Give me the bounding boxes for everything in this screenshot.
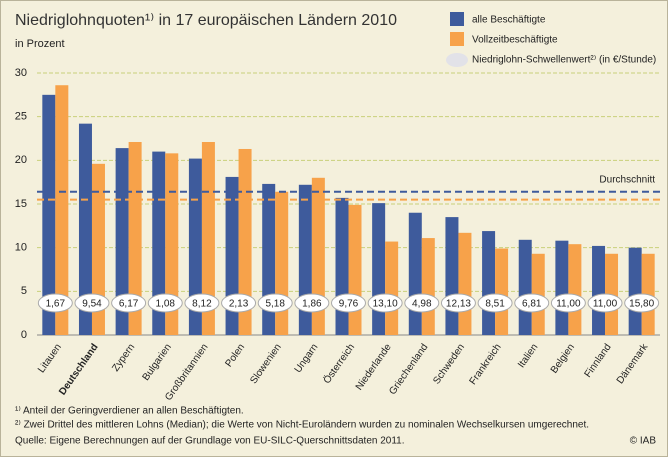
bar [238, 148, 252, 335]
bar [518, 239, 532, 335]
threshold-badge [514, 293, 550, 313]
bar [568, 244, 582, 335]
threshold-label: 11,00 [593, 299, 618, 310]
threshold-label: 6,81 [522, 299, 542, 310]
threshold-badge [550, 293, 586, 313]
bar [458, 232, 472, 335]
bar [495, 248, 509, 335]
footnote: ²⁾ Zwei Drittel des mittleren Lohns (Med… [15, 420, 589, 431]
threshold-badge [221, 293, 257, 313]
threshold-label: 9,54 [82, 299, 102, 310]
threshold-label: 2,13 [229, 299, 249, 310]
bar [201, 141, 215, 335]
bar [78, 123, 92, 335]
legend-label: Niedriglohn-Schwellenwert²⁾ (in €/Stunde… [472, 55, 656, 66]
bar [628, 247, 642, 335]
bar [152, 151, 166, 335]
legend-swatch [450, 12, 464, 26]
chart-title: Niedriglohnquoten¹⁾ in 17 europäischen L… [15, 12, 397, 29]
bar [91, 163, 105, 335]
threshold-badge [147, 293, 183, 313]
bar [555, 240, 569, 335]
legend-label: alle Beschäftigte [472, 15, 546, 26]
threshold-badge [367, 293, 403, 313]
threshold-label: 13,10 [373, 299, 398, 310]
threshold-label: 6,17 [119, 299, 139, 310]
threshold-label: 12,13 [446, 299, 471, 310]
bar [372, 203, 386, 335]
y-tick-label: 20 [15, 154, 27, 166]
y-tick-label: 10 [15, 242, 27, 254]
y-tick-label: 5 [21, 285, 27, 297]
copyright: © IAB [630, 436, 657, 447]
bar [482, 231, 496, 335]
threshold-label: 4,98 [412, 299, 432, 310]
bar [275, 191, 289, 335]
threshold-badge [74, 293, 110, 313]
chart-subtitle: in Prozent [15, 38, 65, 50]
bar [128, 141, 142, 335]
bar [335, 197, 349, 335]
bar [421, 238, 435, 335]
threshold-badge [294, 293, 330, 313]
bar [115, 148, 129, 335]
y-tick-label: 15 [15, 198, 27, 210]
threshold-badge [184, 293, 220, 313]
legend-label: Vollzeitbeschäftigte [472, 35, 558, 46]
bar [188, 158, 202, 335]
bar [348, 204, 362, 335]
threshold-label: 1,86 [302, 299, 322, 310]
y-tick-label: 25 [15, 111, 27, 123]
legend-swatch [450, 32, 464, 46]
threshold-label: 8,51 [485, 299, 505, 310]
threshold-label: 8,12 [192, 299, 212, 310]
threshold-badge [404, 293, 440, 313]
threshold-badge [587, 293, 623, 313]
threshold-label: 15,80 [629, 299, 654, 310]
threshold-badge [440, 293, 476, 313]
y-tick-label: 0 [21, 329, 27, 341]
footnote: ¹⁾ Anteil der Geringverdiener an allen B… [15, 406, 244, 417]
bar [385, 241, 399, 335]
threshold-badge [477, 293, 513, 313]
bar [408, 212, 422, 335]
threshold-label: 5,18 [265, 299, 285, 310]
bar [55, 85, 69, 335]
threshold-label: 9,76 [339, 299, 359, 310]
bar [592, 245, 606, 335]
y-tick-label: 30 [15, 67, 27, 79]
threshold-badge [37, 293, 73, 313]
source: Quelle: Eigene Berechnungen auf der Grun… [15, 436, 405, 447]
bar [298, 184, 312, 335]
average-label: Durchschnitt [599, 174, 655, 185]
threshold-label: 11,00 [556, 299, 581, 310]
threshold-badge [111, 293, 147, 313]
threshold-badge [331, 293, 366, 313]
threshold-badge [257, 293, 293, 313]
threshold-label: 1,08 [156, 299, 176, 310]
threshold-label: 1,67 [46, 299, 66, 310]
legend-swatch [446, 53, 468, 67]
bar [42, 94, 56, 335]
bar [445, 217, 459, 335]
threshold-badge [624, 293, 660, 313]
